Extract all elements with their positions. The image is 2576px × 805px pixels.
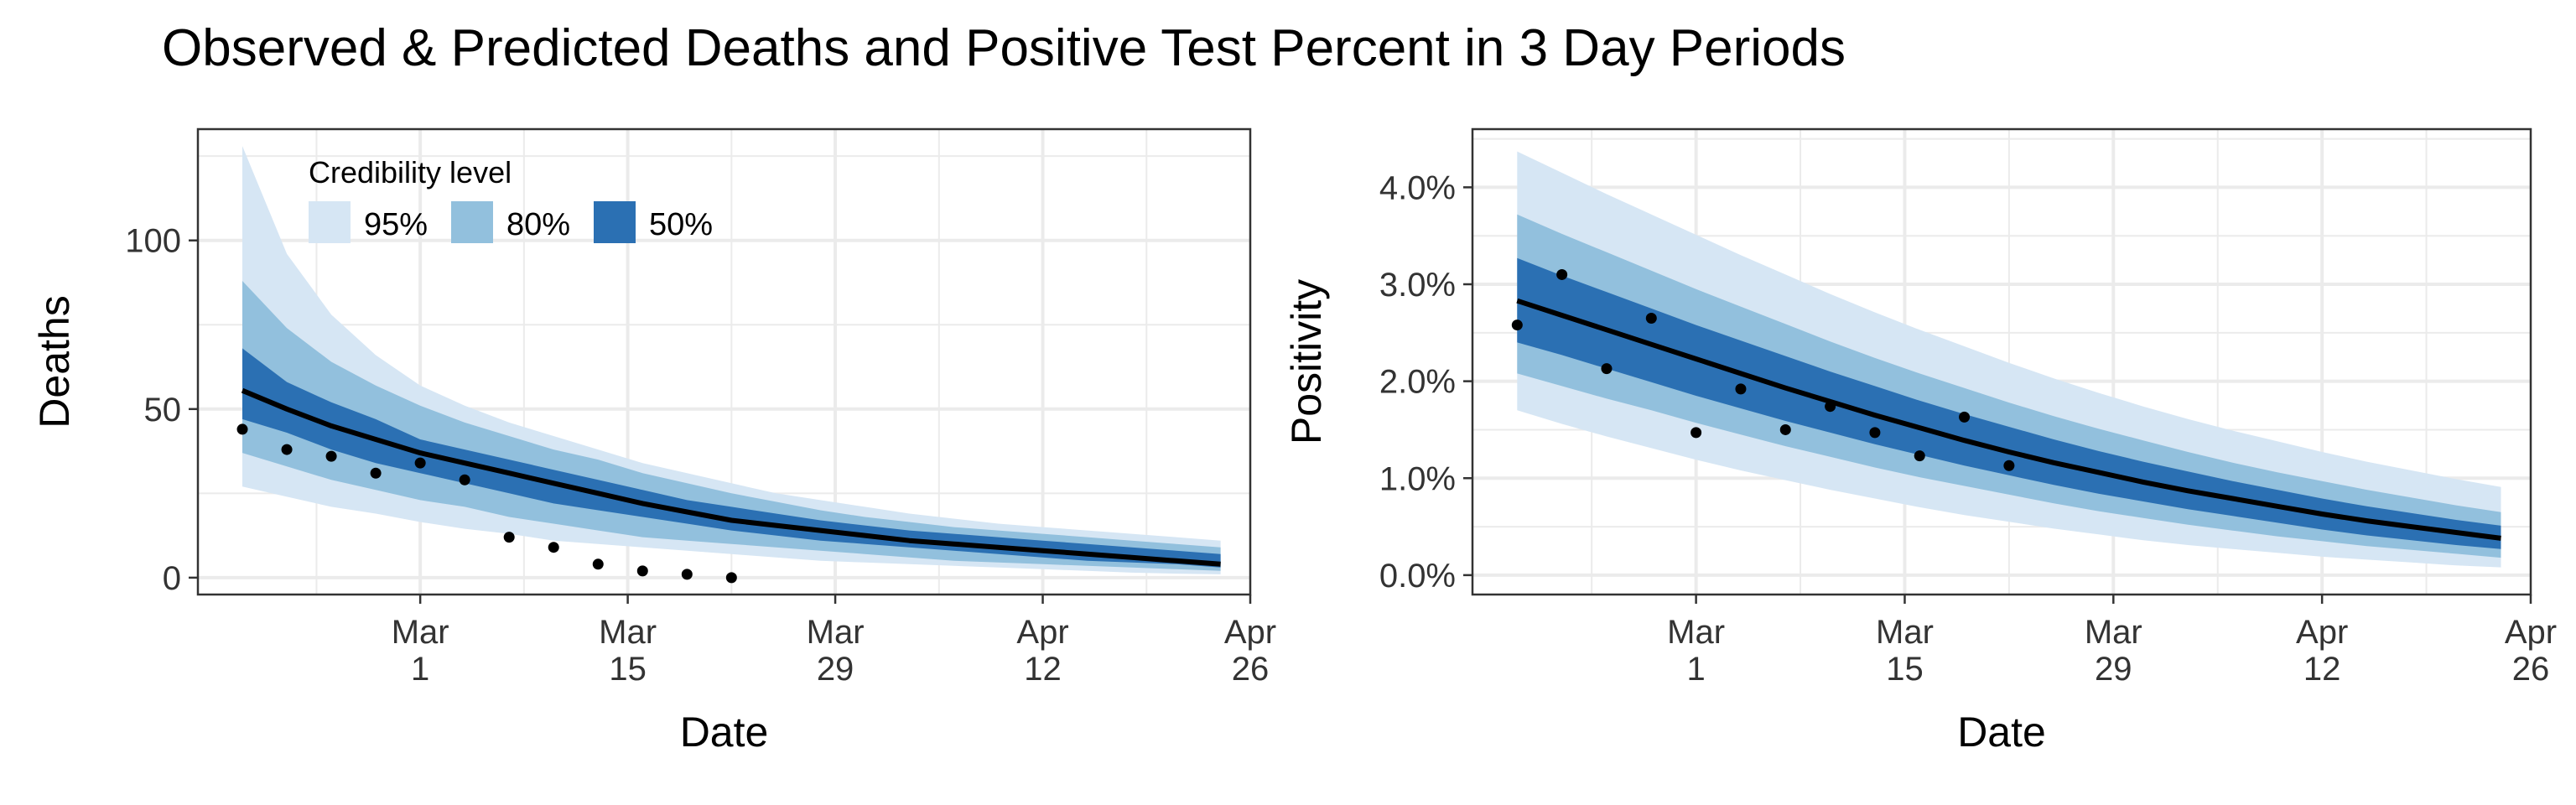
observed-point [414,457,426,469]
observed-point [236,423,248,435]
observed-point [1601,363,1613,375]
band-95 [1517,151,2501,568]
y-axis-title: Deaths [31,295,78,428]
observed-point [1959,411,1971,423]
observed-point [1735,383,1747,395]
median-line [1516,298,2501,541]
y-tick-label: 0.0% [1379,558,1456,595]
x-tick-label: Apr 26 [2505,614,2557,688]
legend-label-50: 50% [649,207,713,242]
band-80 [242,281,1221,571]
x-tick-label: Mar 15 [1876,614,1934,688]
y-tick-label: 100 [125,223,181,260]
y-tick-label: 1.0% [1379,460,1456,497]
y-axis-title: Positivity [1283,279,1330,444]
y-tick-label: 4.0% [1379,169,1456,206]
chart-title: Observed & Predicted Deaths and Positive… [162,19,1846,77]
legend-title: Credibility level [309,155,512,190]
positivity-panel: 0.0% 1.0% 2.0% 3.0% 4.0% Mar 1 Mar 15 Mar 29 Apr 12 A… [1283,127,2557,756]
observed-point [548,542,559,553]
x-tick-label: Apr 12 [1016,614,1068,688]
panel-border [1471,127,2532,596]
band-50 [1517,257,2501,549]
x-axis-title: Date [1957,709,2046,756]
observed-point [1779,423,1791,435]
legend: Credibility level 95% 80% 50% [309,155,713,243]
deaths-panel: 0 50 100 Mar 1 Mar 15 Mar 29 Apr 12 Apr 26 Date Deaths [31,127,1276,756]
observed-point [1556,268,1568,280]
x-tick-label: Mar 1 [1667,614,1725,688]
legend-swatch-95 [309,201,351,243]
x-axis-title: Date [680,709,769,756]
observed-point [1825,401,1836,413]
observed-point [503,532,515,543]
y-tick-label: 3.0% [1379,267,1456,304]
y-tick-label: 50 [144,392,182,428]
median-line [241,387,1221,567]
panel-border [196,127,1252,596]
x-tick-label: Mar 15 [599,614,657,688]
observed-point [459,474,470,486]
observed-point [1511,319,1523,331]
observed-point [681,569,693,580]
observed-point [592,558,604,570]
observed-point [1869,427,1881,439]
observed-point [636,565,648,577]
y-tick-label: 0 [163,560,181,597]
x-tick-label: Mar 29 [807,614,865,688]
legend-swatch-80 [451,201,493,243]
legend-swatch-50 [594,201,636,243]
observed-point [1914,450,1925,462]
observed-point [325,450,337,462]
observed-point [2003,460,2015,471]
band-80 [1517,214,2501,558]
observed-point [725,572,737,584]
x-tick-label: Mar 29 [2085,614,2142,688]
y-tick-label: 2.0% [1379,364,1456,401]
x-tick-label: Apr 12 [2296,614,2348,688]
observed-point [1690,427,1702,439]
legend-label-95: 95% [364,207,428,242]
legend-label-80: 80% [506,207,570,242]
observed-point [1645,312,1657,324]
observed-point [281,444,293,455]
observed-point [370,467,382,479]
x-tick-label: Mar 1 [392,614,449,688]
x-tick-label: Apr 26 [1224,614,1276,688]
